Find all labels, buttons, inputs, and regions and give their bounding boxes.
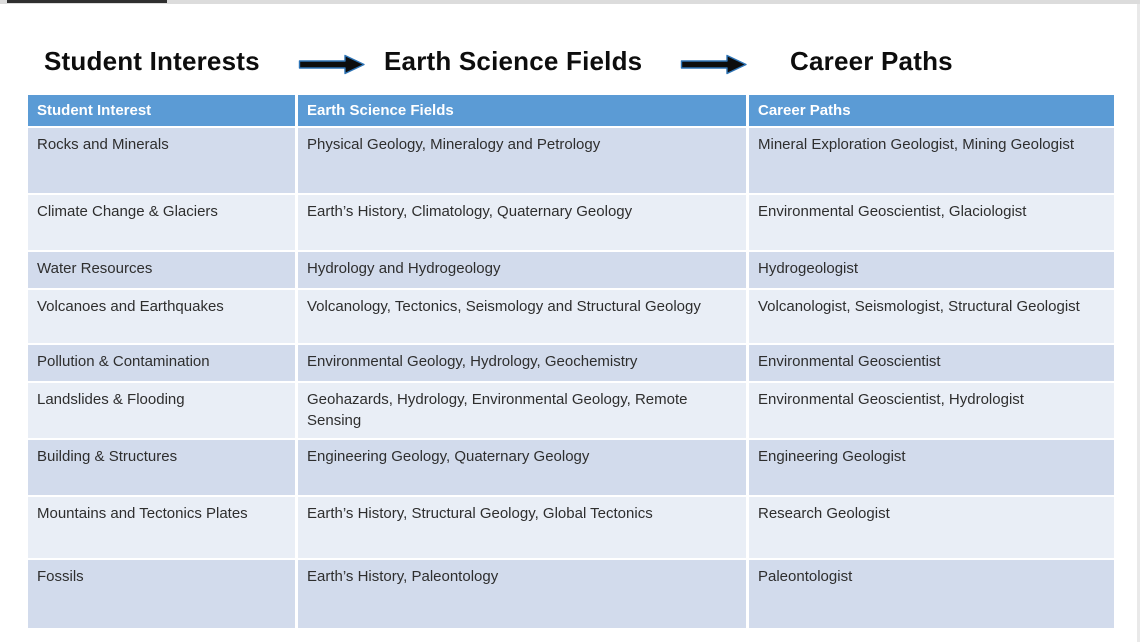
column-header-student-interest: Student Interest	[28, 95, 295, 126]
window-right-edge	[1137, 4, 1140, 642]
title-career-paths: Career Paths	[790, 46, 953, 76]
table-cell-interest: Fossils	[28, 560, 295, 628]
table-cell-interest: Climate Change & Glaciers	[28, 195, 295, 250]
window-top-edge-dark	[7, 0, 167, 3]
table-cell-interest: Pollution & Contamination	[28, 345, 295, 381]
table-cell-careers: Hydrogeologist	[749, 252, 1114, 288]
table-cell-fields: Physical Geology, Mineralogy and Petrolo…	[298, 128, 746, 193]
table-cell-interest: Landslides & Flooding	[28, 383, 295, 438]
right-arrow-icon	[298, 54, 365, 75]
table-cell-careers: Environmental Geoscientist, Glaciologist	[749, 195, 1114, 250]
right-arrow-icon	[680, 54, 747, 75]
table-cell-careers: Research Geologist	[749, 497, 1114, 558]
title-flow: Student Interests Earth Science Fields C…	[0, 0, 1140, 95]
table-cell-fields: Geohazards, Hydrology, Environmental Geo…	[298, 383, 746, 438]
interests-careers-table: Student Interest Earth Science Fields Ca…	[28, 95, 1114, 628]
table-cell-fields: Environmental Geology, Hydrology, Geoche…	[298, 345, 746, 381]
table-cell-careers: Mineral Exploration Geologist, Mining Ge…	[749, 128, 1114, 193]
title-earth-science-fields: Earth Science Fields	[384, 46, 643, 76]
window-top-edge	[0, 0, 1140, 4]
table-cell-fields: Earth’s History, Paleontology	[298, 560, 746, 628]
table-cell-fields: Earth’s History, Climatology, Quaternary…	[298, 195, 746, 250]
table-cell-careers: Paleontologist	[749, 560, 1114, 628]
table-cell-interest: Mountains and Tectonics Plates	[28, 497, 295, 558]
table-cell-fields: Volcanology, Tectonics, Seismology and S…	[298, 290, 746, 343]
column-header-earth-science-fields: Earth Science Fields	[298, 95, 746, 126]
table-cell-careers: Engineering Geologist	[749, 440, 1114, 495]
table-cell-interest: Water Resources	[28, 252, 295, 288]
table-cell-careers: Environmental Geoscientist, Hydrologist	[749, 383, 1114, 438]
column-header-career-paths: Career Paths	[749, 95, 1114, 126]
table-cell-interest: Volcanoes and Earthquakes	[28, 290, 295, 343]
table-cell-fields: Engineering Geology, Quaternary Geology	[298, 440, 746, 495]
table-cell-careers: Environmental Geoscientist	[749, 345, 1114, 381]
table-cell-careers: Volcanologist, Seismologist, Structural …	[749, 290, 1114, 343]
title-student-interests: Student Interests	[44, 46, 260, 76]
table-cell-fields: Hydrology and Hydrogeology	[298, 252, 746, 288]
table-cell-interest: Building & Structures	[28, 440, 295, 495]
table-cell-interest: Rocks and Minerals	[28, 128, 295, 193]
table-cell-fields: Earth’s History, Structural Geology, Glo…	[298, 497, 746, 558]
